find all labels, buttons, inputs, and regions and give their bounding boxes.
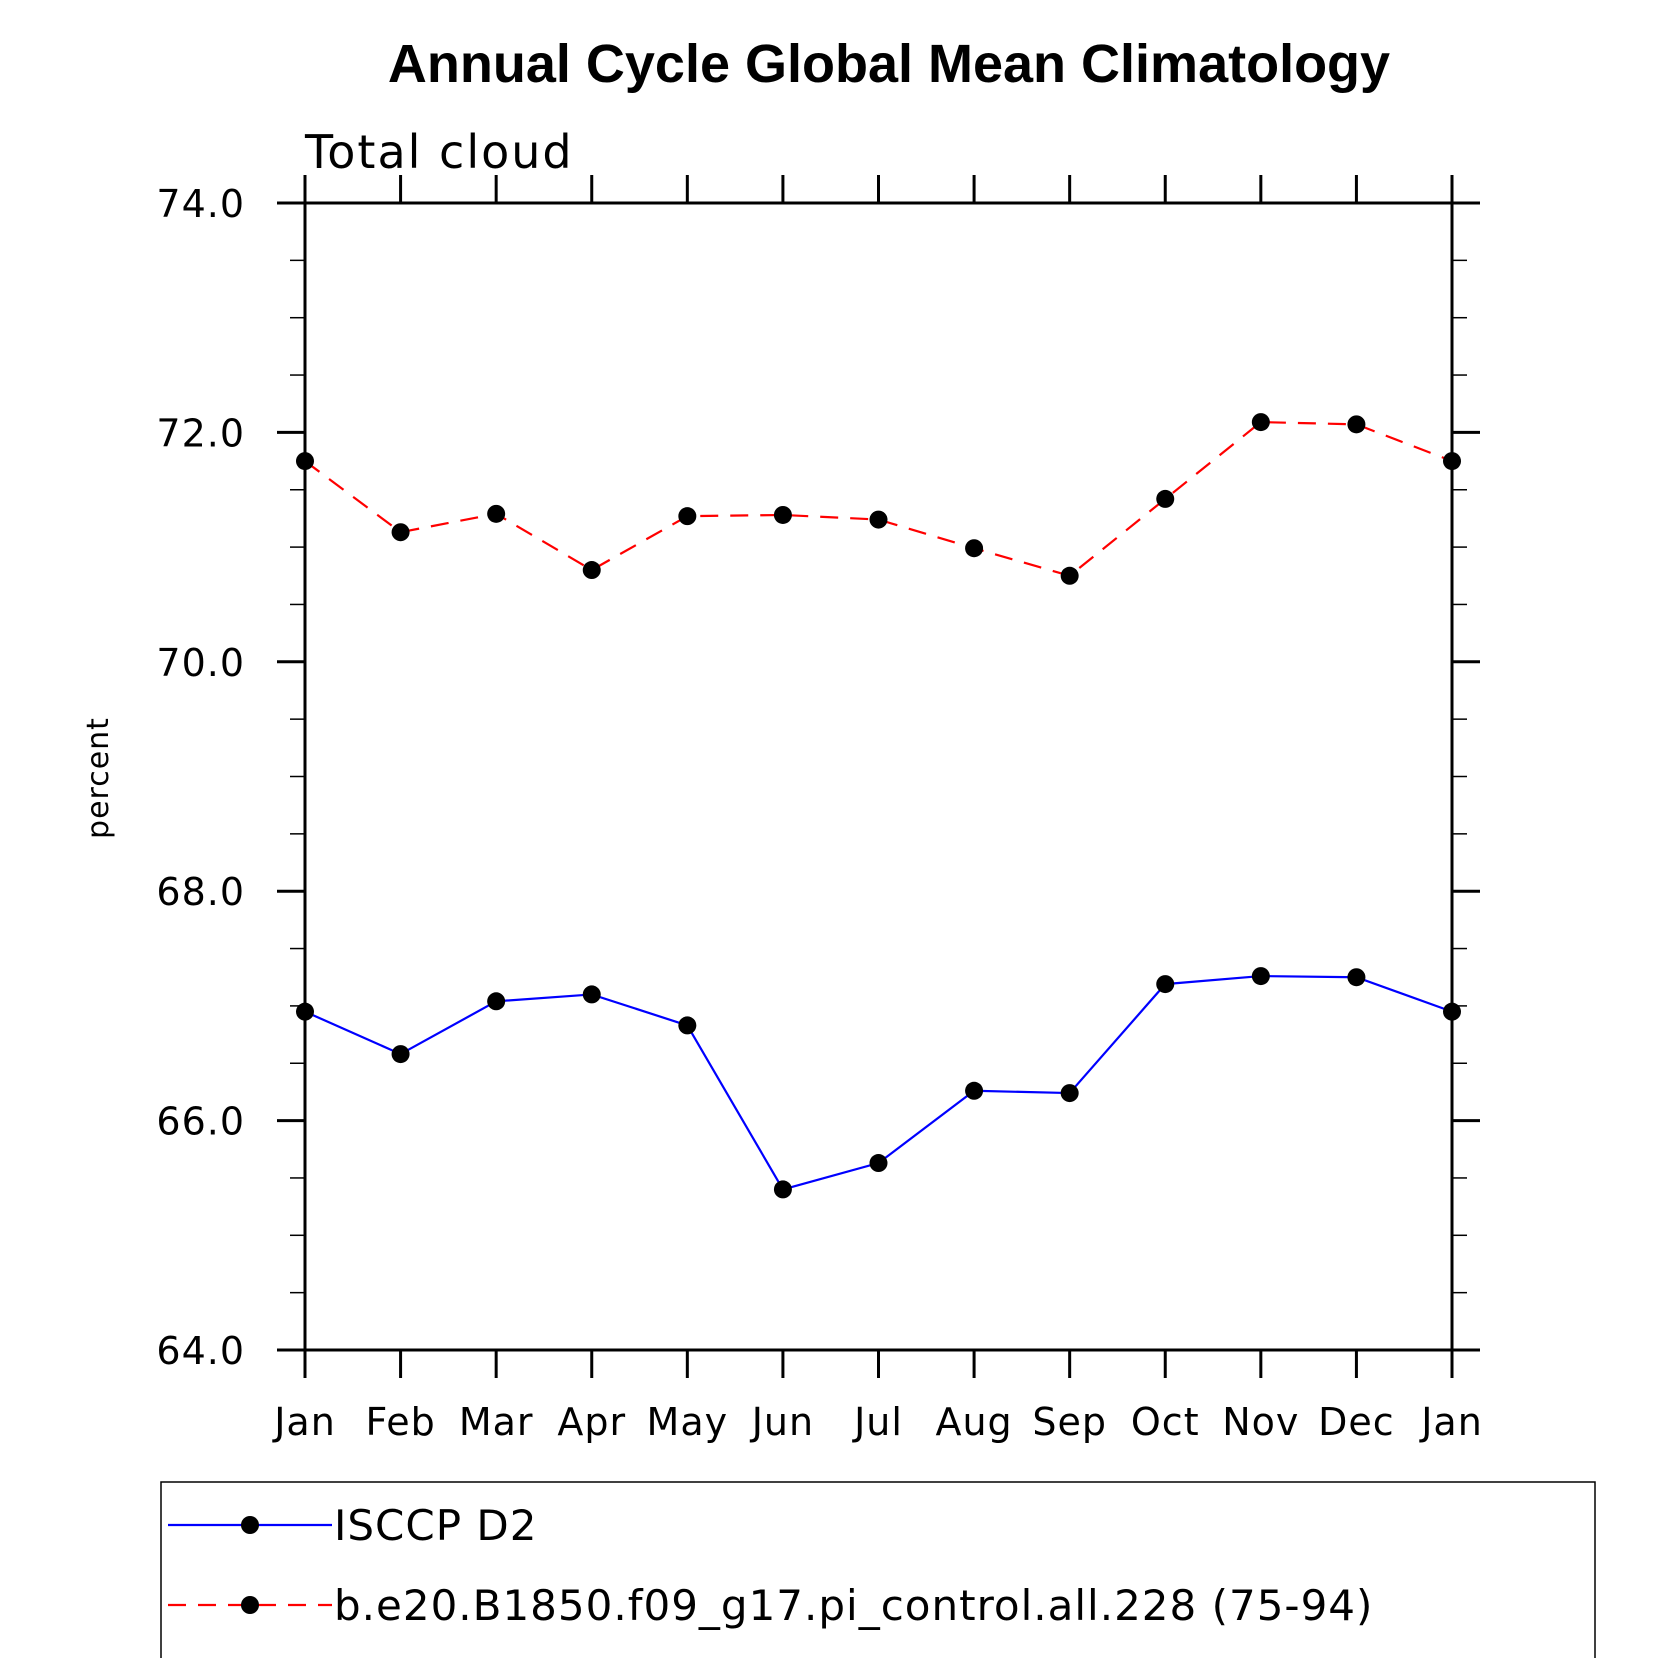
y-tick-label: 72.0 xyxy=(156,411,245,455)
data-point xyxy=(391,523,410,542)
legend: ISCCP D2 b.e20.B1850.f09_g17.pi_control.a… xyxy=(168,1501,1373,1630)
data-point xyxy=(391,1045,410,1064)
data-point xyxy=(487,992,506,1011)
x-tick-label: Jan xyxy=(1419,1400,1483,1444)
data-point xyxy=(582,985,601,1004)
y-tick-label: 64.0 xyxy=(156,1329,245,1373)
x-tick-label: Apr xyxy=(557,1400,626,1444)
data-point xyxy=(965,539,984,558)
data-point xyxy=(582,561,601,580)
x-tick-label: Aug xyxy=(935,1400,1012,1444)
x-tick-label: Jun xyxy=(750,1400,814,1444)
series-line-1 xyxy=(304,420,1453,577)
chart-subtitle: Total cloud xyxy=(304,125,574,179)
legend-box xyxy=(160,1481,1596,1658)
axis-ticks: Jan Feb Mar Apr May Jun Jul Aug Sep Oct Nov Dec Jan 6… xyxy=(156,175,1482,1444)
data-point xyxy=(1347,415,1366,434)
legend-label: b.e20.B1850.f09_g17.pi_control.all.228 (… xyxy=(334,1581,1373,1630)
x-tick-label: Oct xyxy=(1131,1400,1200,1444)
data-point xyxy=(1060,1084,1079,1103)
data-point xyxy=(1251,413,1270,432)
chart-title: Annual Cycle Global Mean Climatology xyxy=(388,34,1390,94)
x-tick-label: Jul xyxy=(852,1400,903,1444)
x-tick-label: Sep xyxy=(1032,1400,1107,1444)
x-tick-label: Jan xyxy=(272,1400,336,1444)
data-point xyxy=(965,1081,984,1100)
x-tick-label: May xyxy=(647,1400,729,1444)
x-tick-label: Nov xyxy=(1222,1400,1299,1444)
data-point xyxy=(1251,967,1270,986)
data-point xyxy=(1347,968,1366,987)
legend-label: ISCCP D2 xyxy=(334,1501,537,1550)
y-axis-label: percent xyxy=(81,717,116,839)
data-point xyxy=(773,1180,792,1199)
y-tick-label: 74.0 xyxy=(156,182,245,226)
plot-frame xyxy=(303,201,1454,1352)
data-point xyxy=(678,507,697,526)
data-point xyxy=(1156,975,1175,994)
data-point xyxy=(869,1154,888,1173)
data-point xyxy=(869,510,888,529)
x-tick-label: Dec xyxy=(1318,1400,1395,1444)
series-layer xyxy=(296,413,1461,1199)
x-tick-label: Feb xyxy=(365,1400,435,1444)
x-tick-label: Mar xyxy=(459,1400,534,1444)
legend-marker xyxy=(241,1596,259,1614)
data-point xyxy=(678,1016,697,1035)
legend-marker xyxy=(241,1516,259,1534)
data-point xyxy=(1156,489,1175,508)
y-tick-label: 68.0 xyxy=(156,870,245,914)
data-point xyxy=(1060,566,1079,585)
y-tick-label: 66.0 xyxy=(156,1100,245,1144)
y-tick-label: 70.0 xyxy=(156,641,245,685)
data-point xyxy=(773,505,792,524)
data-point xyxy=(487,504,506,523)
